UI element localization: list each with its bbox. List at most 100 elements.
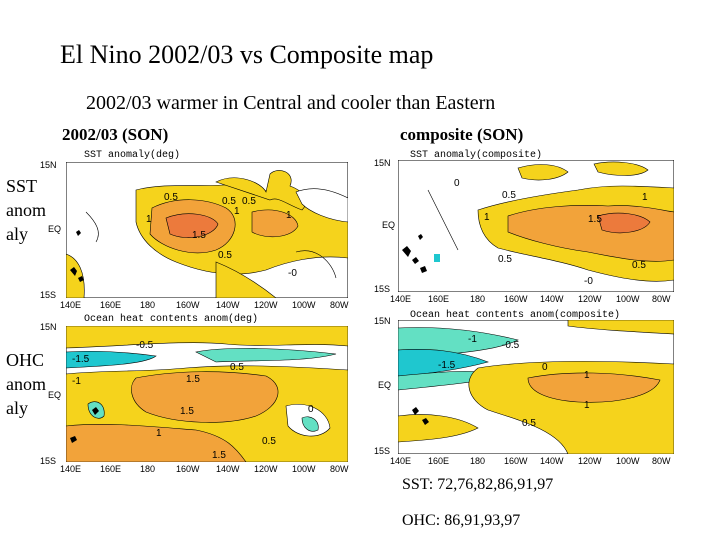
contour-label: -0 bbox=[288, 268, 297, 279]
lon-tick: 160W bbox=[176, 464, 200, 474]
contour-label: -1.5 bbox=[438, 360, 456, 371]
sst-2002-map: 0.5 0.5 1 1 1.5 1 0.5 -0 0.5 bbox=[66, 162, 348, 298]
lat-tick: EQ bbox=[48, 390, 62, 400]
sst-composite-years: SST: 72,76,82,86,91,97 bbox=[402, 476, 554, 493]
contour-label: -1 bbox=[468, 334, 477, 345]
contour-label: 0.5 bbox=[218, 250, 232, 261]
land-island bbox=[70, 267, 84, 282]
contour-label: 0.5 bbox=[632, 260, 646, 271]
ohc-composite-map-title: Ocean heat contents anom(composite) bbox=[410, 310, 621, 321]
lat-tick: 15N bbox=[40, 160, 57, 170]
contour-label: -1 bbox=[72, 376, 81, 387]
positive-light-region bbox=[593, 161, 649, 176]
land-island bbox=[92, 407, 99, 415]
zero-contour-region bbox=[295, 188, 348, 223]
contour-label: 0.5 bbox=[498, 254, 512, 265]
lon-tick: 140E bbox=[60, 464, 82, 474]
lon-tick: 160E bbox=[428, 456, 450, 466]
lon-tick: 120W bbox=[254, 300, 278, 310]
contour-label: 1 bbox=[156, 428, 162, 439]
contour-label: 0 bbox=[454, 178, 460, 189]
positive-strong-region bbox=[527, 372, 661, 403]
positive-light-region bbox=[398, 414, 479, 443]
lat-tick: 15N bbox=[374, 316, 391, 326]
contour-label: -0.5 bbox=[502, 340, 520, 351]
positive-light-region bbox=[567, 320, 674, 335]
lon-tick: 180 bbox=[140, 300, 156, 310]
contour-label: 1.5 bbox=[180, 406, 194, 417]
contour-label: 0.5 bbox=[242, 196, 256, 207]
lon-tick: 140E bbox=[60, 300, 82, 310]
contour-label: 1 bbox=[584, 400, 590, 411]
contour-label: 1.5 bbox=[588, 214, 602, 225]
lon-tick: 180 bbox=[140, 464, 156, 474]
contour-label: -0 bbox=[584, 276, 593, 287]
contour-label: 0.5 bbox=[502, 190, 516, 201]
lon-tick: 180 bbox=[470, 456, 486, 466]
positive-strong-region bbox=[131, 371, 279, 423]
contour-label: 0.5 bbox=[522, 418, 536, 429]
positive-light-region bbox=[66, 253, 85, 298]
contour-label: 0.5 bbox=[222, 196, 236, 207]
lat-tick: 15N bbox=[374, 158, 391, 168]
lon-tick: 140E bbox=[390, 294, 412, 304]
page-subtitle: 2002/03 warmer in Central and cooler tha… bbox=[86, 92, 496, 114]
contour-label: 0.5 bbox=[164, 192, 178, 203]
lon-tick: 100W bbox=[292, 464, 316, 474]
land-island bbox=[412, 407, 429, 425]
land-island bbox=[418, 234, 423, 240]
negative-light-region bbox=[195, 348, 337, 363]
contour-label: 0 bbox=[542, 362, 548, 373]
contour-label: 1 bbox=[286, 210, 292, 221]
contour-line bbox=[85, 211, 99, 243]
negative-light-region bbox=[301, 416, 319, 432]
ohc-label-line-3: aly bbox=[6, 398, 28, 418]
lat-tick: EQ bbox=[48, 224, 62, 234]
contour-label: -1.5 bbox=[72, 354, 90, 365]
lon-tick: 100W bbox=[292, 300, 316, 310]
contour-label: 0 bbox=[308, 404, 314, 415]
negative-strong-region bbox=[434, 254, 440, 262]
lon-tick: 100W bbox=[616, 456, 640, 466]
lon-tick: 80W bbox=[652, 294, 671, 304]
page-title: El Nino 2002/03 vs Composite map bbox=[60, 40, 434, 69]
contour-line bbox=[295, 250, 337, 279]
lon-tick: 120W bbox=[254, 464, 278, 474]
lat-tick: 15S bbox=[374, 284, 391, 294]
contour-line bbox=[427, 189, 459, 251]
contour-label: -0.5 bbox=[136, 340, 154, 351]
contour-label: 0.5 bbox=[230, 362, 244, 373]
positive-light-region bbox=[215, 170, 307, 211]
land-island bbox=[76, 230, 81, 236]
lon-tick: 120W bbox=[578, 456, 602, 466]
sst-composite-map-title: SST anomaly(composite) bbox=[410, 150, 543, 161]
contour-label: 1 bbox=[234, 206, 240, 217]
sst-2002-map-title: SST anomaly(deg) bbox=[84, 150, 181, 161]
positive-light-region bbox=[517, 164, 569, 181]
contour-label: 0.5 bbox=[262, 436, 276, 447]
lat-tick: 15N bbox=[40, 322, 57, 332]
positive-max-region bbox=[597, 212, 651, 234]
land-island bbox=[402, 246, 427, 273]
lat-tick: 15S bbox=[40, 290, 57, 300]
lon-tick: 140W bbox=[216, 300, 240, 310]
lon-tick: 100W bbox=[616, 294, 640, 304]
lon-tick: 160E bbox=[428, 294, 450, 304]
lon-tick: 160E bbox=[100, 300, 122, 310]
ohc-label-line-2: anom bbox=[6, 374, 46, 394]
sst-composite-map: 0 0.5 1 1.5 1 0.5 0.5 -0 bbox=[398, 160, 674, 292]
left-column-header: 2002/03 (SON) bbox=[62, 125, 169, 144]
lon-tick: 140W bbox=[540, 456, 564, 466]
lon-tick: 80W bbox=[652, 456, 671, 466]
contour-label: 1.5 bbox=[186, 374, 200, 385]
contour-label: 1 bbox=[484, 212, 490, 223]
sst-label-line-2: anom bbox=[6, 200, 46, 220]
contour-label: 1 bbox=[584, 370, 590, 381]
lon-tick: 160W bbox=[504, 456, 528, 466]
lon-tick: 160W bbox=[176, 300, 200, 310]
sst-row-label: SST anom aly bbox=[6, 174, 56, 246]
lon-tick: 80W bbox=[330, 464, 349, 474]
positive-strong-region bbox=[251, 209, 299, 238]
lon-tick: 120W bbox=[578, 294, 602, 304]
ohc-composite-map: -1 -0.5 -1.5 0 1 1 0.5 bbox=[398, 320, 674, 454]
